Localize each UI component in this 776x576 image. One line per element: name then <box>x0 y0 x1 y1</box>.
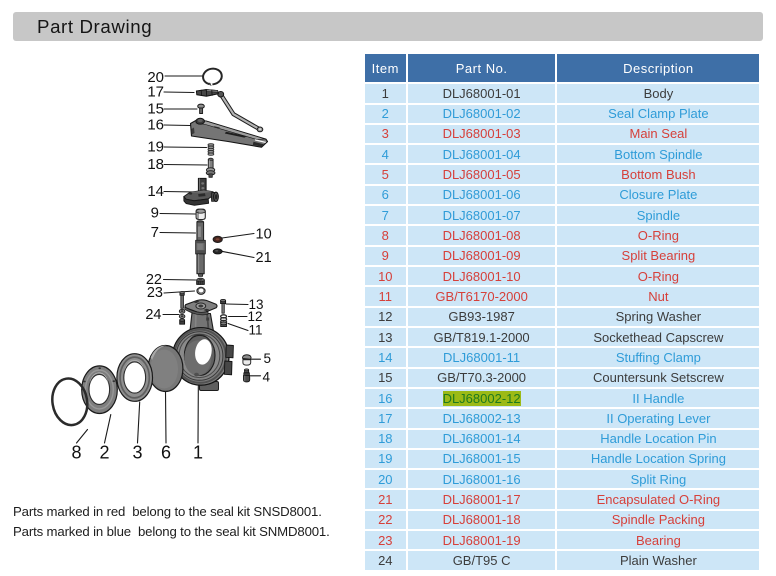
svg-text:9: 9 <box>151 205 159 222</box>
svg-text:22: 22 <box>146 272 162 288</box>
svg-text:11: 11 <box>249 323 263 338</box>
svg-text:7: 7 <box>151 224 159 241</box>
svg-text:5: 5 <box>264 351 272 366</box>
svg-text:8: 8 <box>71 442 81 462</box>
svg-text:16: 16 <box>147 117 164 134</box>
svg-text:1: 1 <box>193 442 203 462</box>
svg-text:15: 15 <box>147 101 164 118</box>
svg-text:14: 14 <box>147 183 164 200</box>
svg-text:21: 21 <box>256 250 272 266</box>
svg-text:23: 23 <box>147 285 163 301</box>
svg-text:13: 13 <box>249 297 264 312</box>
svg-text:18: 18 <box>147 156 164 173</box>
svg-text:20: 20 <box>147 69 164 86</box>
svg-text:6: 6 <box>161 442 171 462</box>
svg-text:19: 19 <box>147 138 164 155</box>
svg-text:17: 17 <box>147 84 164 101</box>
svg-text:3: 3 <box>132 442 142 462</box>
svg-text:24: 24 <box>145 307 161 323</box>
svg-text:2: 2 <box>99 442 109 462</box>
svg-text:10: 10 <box>256 227 272 243</box>
svg-text:4: 4 <box>263 369 271 384</box>
svg-text:12: 12 <box>248 309 263 324</box>
